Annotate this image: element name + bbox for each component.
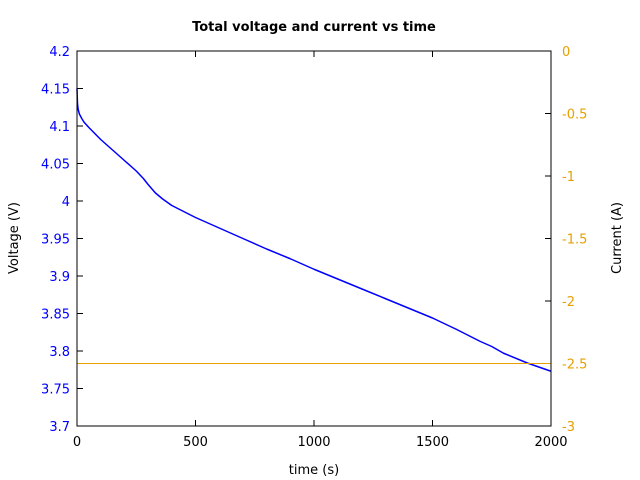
y-tick-label-left: 3.7 — [49, 420, 70, 435]
y-tick-label-right: -2.5 — [562, 358, 587, 373]
y-tick-label-right: -1 — [562, 170, 575, 185]
y-tick-label-left: 4.1 — [49, 120, 70, 135]
y-tick-label-right: 0 — [562, 45, 570, 60]
y-tick-label-left: 3.75 — [41, 383, 70, 398]
plot-frame — [76, 50, 552, 427]
y-tick-label-right: -3 — [562, 420, 575, 435]
x-tick-label: 1000 — [297, 435, 330, 450]
y-tick-label-left: 4.05 — [41, 158, 70, 173]
y-tick-label-left: 4 — [62, 195, 70, 210]
y-axis-label-left: Voltage (V) — [7, 202, 22, 274]
y-tick-label-left: 3.9 — [49, 270, 70, 285]
y-tick-label-left: 3.85 — [41, 308, 70, 323]
x-tick-label: 2000 — [534, 435, 567, 450]
y-tick-label-left: 3.95 — [41, 233, 70, 248]
y-tick-label-left: 3.8 — [49, 345, 70, 360]
y-tick-label-left: 4.2 — [49, 45, 70, 60]
x-tick-label: 1500 — [416, 435, 449, 450]
x-axis-label: time (s) — [289, 463, 339, 478]
axis-ticks: 0 500 1000 1500 2000 3.7 3.75 3.8 3.85 3.9 3.95 4 4.… — [41, 45, 587, 450]
y-tick-label-right: -2 — [562, 295, 575, 310]
y-tick-label-right: -0.5 — [562, 108, 587, 123]
voltage-series-line — [76, 88, 552, 372]
y-axis-label-right: Current (A) — [610, 202, 625, 274]
y-tick-label-right: -1.5 — [562, 233, 587, 248]
x-tick-label: 500 — [183, 435, 208, 450]
plot-series — [76, 88, 552, 372]
y-tick-label-left: 4.15 — [41, 83, 70, 98]
chart-title: Total voltage and current vs time — [192, 20, 436, 35]
x-tick-label: 0 — [73, 435, 81, 450]
